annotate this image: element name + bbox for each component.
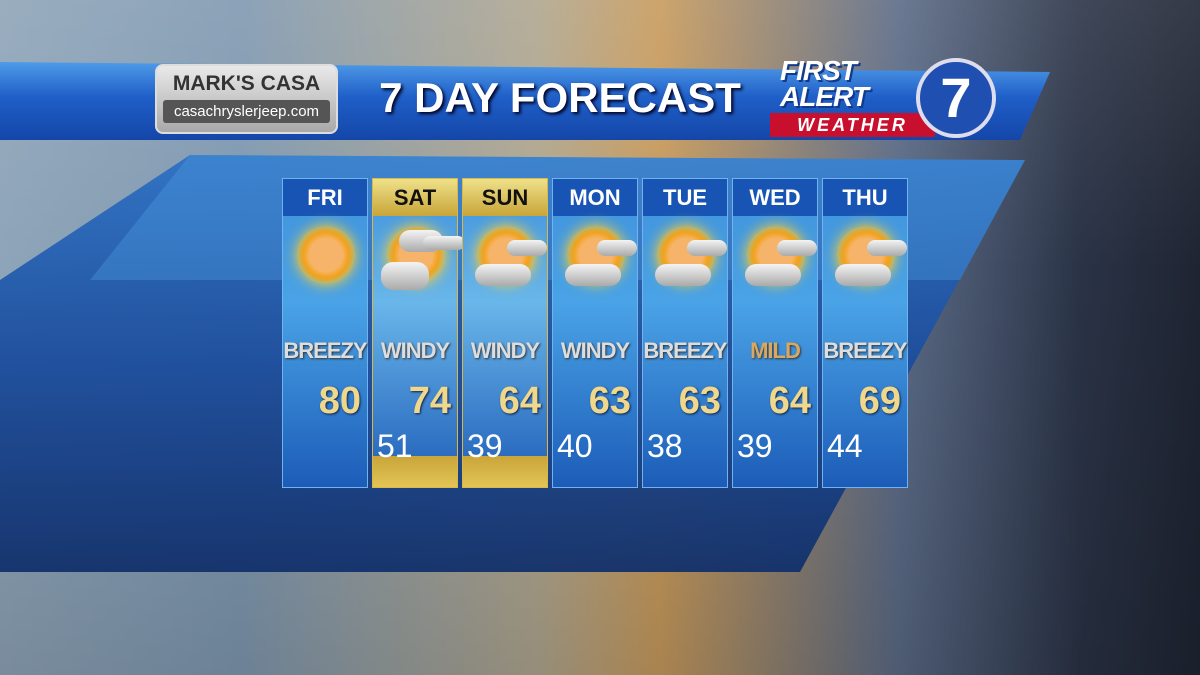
high-temp: 64 bbox=[498, 380, 541, 422]
forecast-day-sun: SUN WINDY 64 39 bbox=[462, 178, 548, 488]
day-label: FRI bbox=[283, 179, 367, 216]
low-temp: 44 bbox=[827, 428, 863, 464]
low-temp bbox=[283, 426, 367, 466]
forecast-day-fri: FRI BREEZY 80 bbox=[282, 178, 368, 488]
low-temp: 51 bbox=[377, 428, 413, 464]
high-temp: 63 bbox=[588, 380, 631, 422]
mostly-cloudy-icon bbox=[373, 216, 465, 326]
condition-label: WINDY bbox=[560, 338, 630, 363]
condition-label: WINDY bbox=[470, 338, 540, 363]
condition-label: WINDY bbox=[380, 338, 450, 363]
partly-cloudy-icon bbox=[463, 216, 547, 326]
logo-line3: WEATHER bbox=[770, 113, 935, 137]
condition-label: BREEZY bbox=[643, 338, 727, 363]
station-logo: FIRST ALERT WEATHER 7 bbox=[770, 55, 1005, 138]
day-label: WED bbox=[733, 179, 817, 216]
low-temp: 40 bbox=[557, 428, 593, 464]
low-temp: 39 bbox=[737, 428, 773, 464]
page-title: 7 DAY FORECAST bbox=[379, 74, 741, 121]
condition-label: BREEZY bbox=[823, 338, 907, 363]
day-label: THU bbox=[823, 179, 907, 216]
day-label: SAT bbox=[373, 179, 457, 216]
sponsor-url: casachryslerjeep.com bbox=[163, 100, 330, 123]
forecast-day-wed: WED MILD 64 39 bbox=[732, 178, 818, 488]
sponsor-name: MARK'S CASA bbox=[172, 72, 321, 95]
partly-cloudy-icon bbox=[823, 216, 907, 326]
high-temp: 69 bbox=[858, 380, 901, 422]
day-label: TUE bbox=[643, 179, 727, 216]
forecast-day-mon: MON WINDY 63 40 bbox=[552, 178, 638, 488]
forecast-day-thu: THU BREEZY 69 44 bbox=[822, 178, 908, 488]
day-label: MON bbox=[553, 179, 637, 216]
forecast-day-sat: SAT WINDY 74 51 bbox=[372, 178, 465, 488]
partly-cloudy-icon bbox=[553, 216, 637, 326]
low-temp: 39 bbox=[467, 428, 503, 464]
high-temp: 74 bbox=[408, 380, 451, 422]
condition-label: MILD bbox=[750, 338, 801, 363]
condition-label: BREEZY bbox=[283, 338, 367, 363]
logo-line2: ALERT bbox=[780, 81, 869, 112]
partly-cloudy-icon bbox=[643, 216, 727, 326]
low-temp: 38 bbox=[647, 428, 683, 464]
channel-number: 7 bbox=[916, 58, 996, 138]
high-temp: 64 bbox=[768, 380, 811, 422]
partly-cloudy-icon bbox=[733, 216, 817, 326]
high-temp: 80 bbox=[318, 380, 361, 422]
logo-line1: FIRST bbox=[780, 55, 857, 86]
high-temp: 63 bbox=[678, 380, 721, 422]
sponsor-logo: MARK'S CASA casachryslerjeep.com bbox=[155, 64, 338, 134]
sunny-icon bbox=[283, 216, 367, 326]
forecast-day-tue: TUE BREEZY 63 38 bbox=[642, 178, 728, 488]
day-label: SUN bbox=[463, 179, 547, 216]
